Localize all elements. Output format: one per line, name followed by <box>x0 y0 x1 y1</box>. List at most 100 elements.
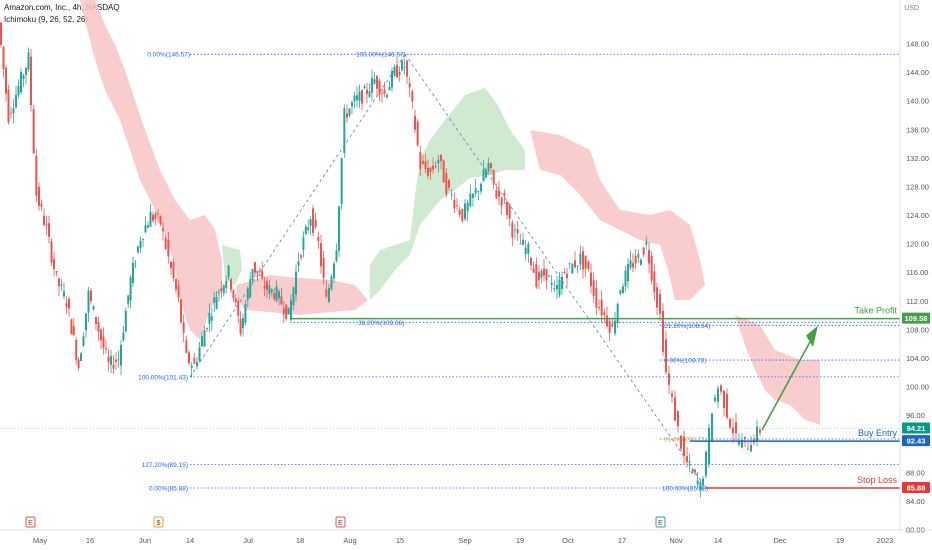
candle-body <box>640 259 642 266</box>
candle-body <box>237 300 240 316</box>
candle-body <box>398 72 401 76</box>
candles <box>0 21 761 498</box>
candle-body <box>611 323 614 327</box>
candle-body <box>378 80 381 95</box>
current-price-tag-bg <box>902 422 930 434</box>
candle-body <box>419 152 422 169</box>
candle-body <box>503 192 506 197</box>
candle-body <box>220 288 223 292</box>
projection-arrowhead <box>806 325 818 348</box>
candle-body <box>90 290 92 301</box>
candle-body <box>416 121 419 146</box>
x-tick-label: 18 <box>296 536 304 545</box>
fib-label: 100.00%(85.88) <box>662 485 708 492</box>
candle-body <box>396 65 398 78</box>
candle-body <box>280 296 283 305</box>
candle-body <box>75 339 78 360</box>
x-tick-label: 14 <box>186 536 194 545</box>
candle-body <box>215 297 218 309</box>
candle-body <box>358 91 361 102</box>
y-tick-label: 140.00 <box>906 97 929 106</box>
candle-body <box>576 265 579 267</box>
candle-body <box>242 318 244 329</box>
candle-body <box>263 285 266 289</box>
candle-body <box>527 243 530 254</box>
candle-body <box>268 285 271 294</box>
candle-body <box>154 213 157 220</box>
candle-body <box>322 257 325 279</box>
level-label: Take Profit <box>854 306 897 316</box>
candle-body <box>726 393 728 418</box>
y-tick-label: 112.00 <box>906 297 928 306</box>
candle-body <box>383 89 386 94</box>
candle-body <box>351 102 353 107</box>
candle-body <box>361 90 363 104</box>
candle-body <box>432 165 434 170</box>
candle-body <box>732 427 734 434</box>
bearish-cloud <box>236 275 368 315</box>
x-tick-label: 16 <box>86 536 94 545</box>
candle-body <box>391 70 393 88</box>
candle-body <box>403 66 406 68</box>
candle-body <box>249 279 252 298</box>
candle-body <box>587 261 590 269</box>
price-tag-bg <box>902 312 930 324</box>
candle-body <box>218 291 220 293</box>
candle-body <box>7 89 10 123</box>
candle-body <box>142 239 144 240</box>
event-marker <box>25 516 36 528</box>
candle-body <box>328 287 330 302</box>
candle-body <box>167 239 170 257</box>
candle-body <box>246 288 249 300</box>
candle-body <box>401 60 403 71</box>
candle-body <box>203 330 206 347</box>
candle-body <box>70 319 73 335</box>
candle-body <box>144 225 147 233</box>
candle-body <box>68 298 70 309</box>
indicator-label[interactable]: Ichimoku (9, 26, 52, 26) <box>4 15 89 24</box>
event-marker <box>655 516 666 528</box>
candle-body <box>386 94 388 98</box>
fib-label: -21.20%(108.64) <box>662 323 710 330</box>
bearish-cloud <box>80 0 222 340</box>
candle-body <box>702 478 704 486</box>
candle-body <box>107 356 110 363</box>
candle-body <box>545 268 548 281</box>
candle-body <box>65 303 68 307</box>
candle-body <box>139 240 142 248</box>
candle-body <box>662 310 664 352</box>
candle-body <box>653 271 656 292</box>
candle-body <box>72 326 75 335</box>
candle-body <box>694 469 696 473</box>
candle-body <box>353 95 356 102</box>
candle-body <box>458 210 461 215</box>
candle-body <box>309 219 312 226</box>
candle-body <box>558 279 561 296</box>
candle-body <box>579 253 582 265</box>
candle-body <box>735 422 737 434</box>
candle-body <box>346 113 348 118</box>
candle-body <box>206 328 208 330</box>
candle-body <box>524 247 527 255</box>
candle-body <box>429 167 432 173</box>
candle-body <box>258 275 261 277</box>
candle-body <box>741 440 743 448</box>
candle-body <box>440 154 442 162</box>
candle-body <box>590 272 592 286</box>
x-tick-label: May <box>33 536 47 545</box>
candle-body <box>388 86 391 91</box>
candle-body <box>170 261 172 268</box>
candle-body <box>115 359 117 362</box>
candle-body <box>117 359 120 361</box>
candle-body <box>40 203 43 207</box>
candle-body <box>691 470 694 473</box>
candle-body <box>627 264 629 281</box>
candle-body <box>535 264 538 287</box>
event-marker-label: E <box>28 518 33 527</box>
candle-body <box>134 263 137 265</box>
candle-body <box>330 276 333 290</box>
candle-body <box>450 194 453 196</box>
candle-body <box>82 336 85 346</box>
